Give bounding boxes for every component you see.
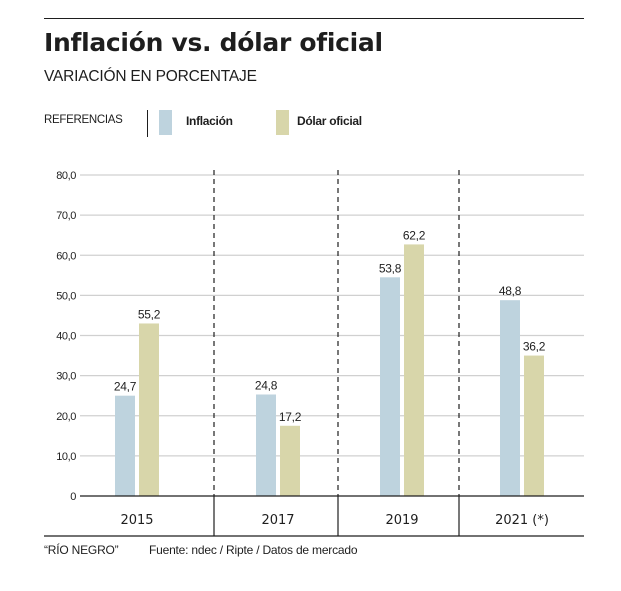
- chart-subtitle: VARIACIÓN EN PORCENTAJE: [44, 68, 257, 85]
- footer-credit: “RÍO NEGRO”: [44, 543, 119, 557]
- top-rule: [44, 18, 584, 19]
- data-label: 55,2: [138, 307, 161, 321]
- chart-title: Inflación vs. dólar oficial: [44, 28, 383, 57]
- footer-source: Fuente: ndec / Ripte / Datos de mercado: [149, 543, 358, 557]
- data-label: 62,2: [403, 228, 426, 242]
- bar-dolar-3: [524, 355, 544, 496]
- bar-dolar-1: [280, 425, 300, 496]
- legend-divider: [147, 110, 148, 137]
- bar-inflacion-1: [256, 394, 276, 496]
- bar-inflacion-2: [380, 277, 400, 496]
- data-label: 36,2: [523, 340, 546, 354]
- y-tick-label: 10,0: [56, 451, 76, 463]
- data-label: 53,8: [379, 261, 402, 275]
- data-label: 24,7: [114, 380, 137, 394]
- legend-title: REFERENCIAS: [44, 114, 123, 126]
- y-tick-label: 40,0: [56, 331, 76, 343]
- bar-inflacion-3: [500, 300, 520, 496]
- x-category-label: 2021 (*): [495, 513, 549, 528]
- legend-swatch-inflacion: [159, 110, 172, 135]
- bar-dolar-0: [139, 323, 159, 496]
- data-label: 48,8: [499, 284, 522, 298]
- legend-swatch-dolar: [276, 110, 289, 135]
- y-tick-label: 80,0: [56, 170, 76, 182]
- x-category-label: 2015: [120, 513, 153, 528]
- y-tick-label: 0: [70, 491, 76, 503]
- data-label: 17,2: [279, 410, 302, 424]
- y-tick-label: 60,0: [56, 250, 76, 262]
- y-tick-label: 50,0: [56, 290, 76, 302]
- bar-inflacion-0: [115, 395, 135, 496]
- x-category-label: 2019: [385, 513, 418, 528]
- y-tick-label: 70,0: [56, 210, 76, 222]
- legend-label-inflacion: Inflación: [186, 114, 233, 128]
- y-tick-label: 20,0: [56, 411, 76, 423]
- bar-dolar-2: [404, 244, 424, 496]
- legend-label-dolar: Dólar oficial: [297, 114, 362, 128]
- data-label: 24,8: [255, 378, 278, 392]
- y-tick-label: 30,0: [56, 371, 76, 383]
- x-category-label: 2017: [261, 513, 294, 528]
